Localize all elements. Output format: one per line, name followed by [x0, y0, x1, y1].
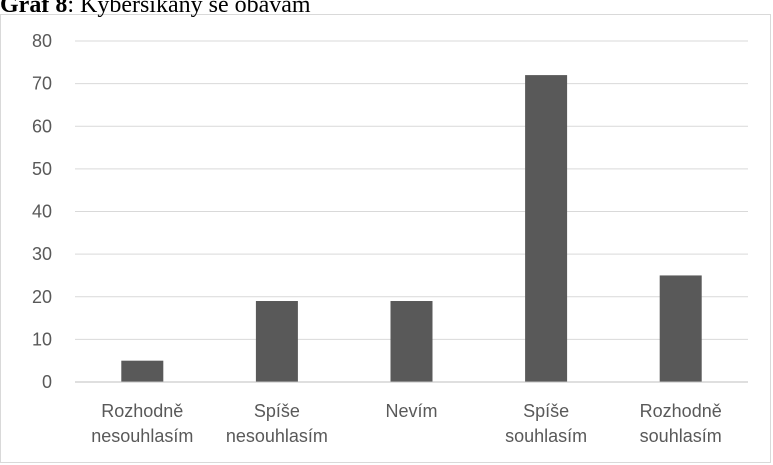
- x-tick-label-line: Spíše: [523, 401, 569, 421]
- x-tick-label-line: Nevím: [385, 401, 437, 421]
- caption-text: : Kyberšikany se obávám: [67, 0, 311, 18]
- x-tick-label-line: souhlasím: [640, 426, 722, 446]
- x-tick-label-line: Rozhodně: [640, 401, 722, 421]
- y-tick-label: 50: [32, 159, 52, 179]
- y-tick-label: 10: [32, 329, 52, 349]
- chart-caption: Graf 8: Kyberšikany se obávám: [0, 0, 311, 19]
- y-tick-label: 40: [32, 202, 52, 222]
- y-tick-label: 80: [32, 31, 52, 51]
- caption-prefix: Graf 8: [0, 0, 68, 18]
- x-tick-label-line: nesouhlasím: [91, 426, 193, 446]
- x-tick-label: Rozhodně souhlasím: [640, 401, 722, 446]
- y-tick-label: 70: [32, 74, 52, 94]
- bar: [121, 360, 164, 382]
- bar: [390, 301, 433, 382]
- gridlines: [75, 40, 748, 340]
- bar: [659, 275, 702, 382]
- x-tick-label: Spíše nesouhlasím: [226, 401, 328, 446]
- x-tick-label-line: nesouhlasím: [226, 426, 328, 446]
- x-tick-label-line: Spíše: [254, 401, 300, 421]
- chart-frame: [0, 14, 771, 463]
- x-tick-label: Nevím: [385, 401, 437, 421]
- bar: [255, 301, 298, 382]
- x-tick-label-line: Rozhodně: [101, 401, 183, 421]
- x-tick-label: Rozhodně nesouhlasím: [91, 401, 193, 446]
- x-tick-label: Spíše souhlasím: [505, 401, 587, 446]
- y-tick-label: 60: [32, 116, 52, 136]
- x-tick-label-line: souhlasím: [505, 426, 587, 446]
- y-axis-ticks: 0 10 20 30 40 50 60 70 80: [32, 31, 52, 392]
- y-tick-label: 30: [32, 244, 52, 264]
- bar: [525, 75, 568, 382]
- x-axis-labels: Rozhodně nesouhlasím Spíše nesouhlasím Nevím…: [91, 401, 721, 446]
- bars: [121, 75, 702, 382]
- y-tick-label: 0: [42, 372, 52, 392]
- y-tick-label: 20: [32, 287, 52, 307]
